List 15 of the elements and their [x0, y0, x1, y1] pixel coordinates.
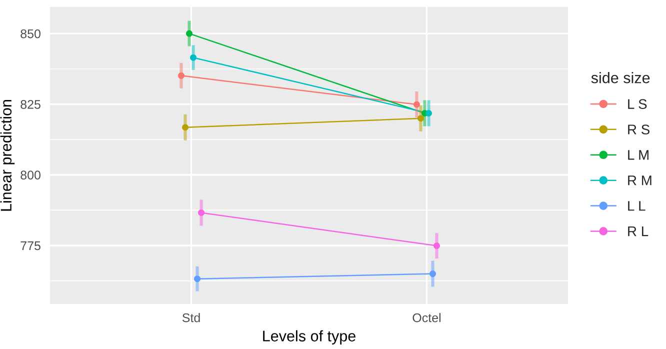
legend-label: L M	[628, 150, 648, 160]
y-tick-label: 800	[20, 170, 40, 180]
legend-label: R L	[628, 226, 648, 236]
legend-label: R S	[628, 124, 650, 134]
x-tick-label: Std	[182, 313, 200, 322]
x-axis-title: Levels of type	[263, 330, 356, 344]
legend-label: L L	[628, 201, 646, 211]
legend-label: R M	[628, 176, 652, 186]
y-tick-label: 825	[20, 100, 40, 109]
legend-label: L S	[628, 99, 647, 109]
y-tick-label: 850	[20, 29, 40, 38]
x-tick-label: Octel	[412, 313, 440, 322]
legend-title: side size	[591, 72, 650, 84]
y-tick-label: 775	[20, 241, 40, 250]
y-axis-title: Linear prediction	[0, 100, 15, 211]
